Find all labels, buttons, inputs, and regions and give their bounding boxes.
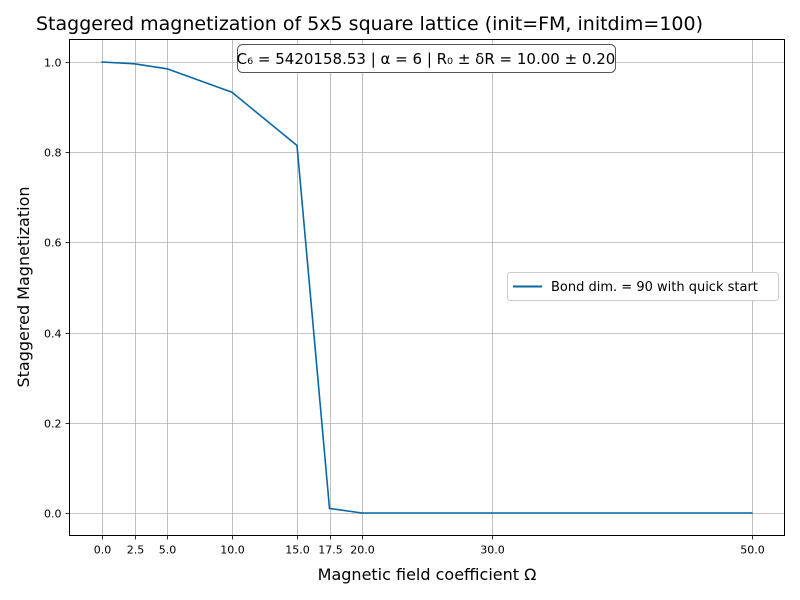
y-tick-label: 0.0 <box>44 508 62 521</box>
data-point <box>751 512 753 514</box>
data-point <box>296 144 298 147</box>
grid <box>69 39 785 536</box>
plot-frame <box>69 39 785 536</box>
y-axis-label: Staggered Magnetization <box>14 186 33 387</box>
data-point <box>166 68 168 70</box>
y-tick-label: 0.4 <box>44 328 62 341</box>
x-ticks: 0.0 2.5 5.0 10.0 15.0 17.5 20.0 30.0 50.0 <box>94 535 765 557</box>
x-tick-label: 15.0 <box>285 544 310 557</box>
x-tick-label: 5.0 <box>159 544 177 557</box>
y-tick-label: 1.0 <box>44 57 62 70</box>
data-point <box>133 63 136 65</box>
x-tick-label: 30.0 <box>480 544 505 557</box>
x-tick-label: 17.5 <box>318 544 343 557</box>
data-point <box>361 512 363 514</box>
series-layer <box>101 61 753 514</box>
y-tick-label: 0.8 <box>44 147 62 160</box>
data-point <box>328 507 331 510</box>
data-point <box>491 512 493 514</box>
x-tick-label: 0.0 <box>94 544 112 557</box>
legend: Bond dim. = 90 with quick start <box>507 272 779 301</box>
annotation-text: C₆ = 5420158.53 | α = 6 | R₀ ± δR = 10.0… <box>237 50 616 68</box>
x-tick-label: 50.0 <box>740 544 765 557</box>
data-point <box>231 91 233 94</box>
y-tick-label: 0.6 <box>44 237 62 250</box>
x-tick-label: 20.0 <box>350 544 375 557</box>
x-axis-label: Magnetic field coefficient Ω <box>318 565 537 584</box>
data-point <box>101 61 103 63</box>
y-tick-label: 0.2 <box>44 418 62 431</box>
legend-label: Bond dim. = 90 with quick start <box>551 280 758 295</box>
x-tick-label: 2.5 <box>127 544 145 557</box>
x-tick-label: 10.0 <box>220 544 245 557</box>
chart-title: Staggered magnetization of 5x5 square la… <box>36 13 703 35</box>
y-ticks: 0.0 0.2 0.4 0.6 0.8 1.0 <box>44 57 70 521</box>
annotation-box: C₆ = 5420158.53 | α = 6 | R₀ ± δR = 10.0… <box>237 44 616 73</box>
